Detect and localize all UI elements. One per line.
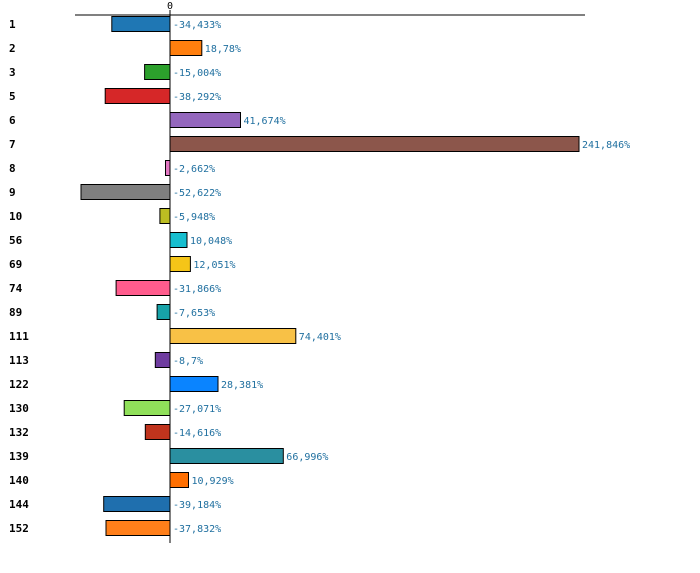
category-label-5: 5: [9, 90, 16, 103]
value-label-9: -52,622%: [173, 188, 221, 199]
category-label-113: 113: [9, 354, 29, 367]
bar-56: [169, 232, 188, 248]
value-label-1: -34,433%: [173, 20, 221, 31]
bar-6: [169, 112, 241, 128]
value-label-113: -8,7%: [173, 356, 203, 367]
category-label-111: 111: [9, 330, 29, 343]
value-label-8: -2,662%: [173, 164, 215, 175]
bar-69: [169, 256, 191, 272]
bars-group: 1 -34,433% 2 18,78% 3 -15,004% 5 -38,292% 6 41,67…: [9, 16, 630, 536]
category-label-139: 139: [9, 450, 29, 463]
value-label-144: -39,184%: [173, 500, 221, 511]
bar-5: [104, 88, 171, 104]
value-label-122: 28,381%: [221, 380, 263, 391]
bar-8: [165, 160, 171, 176]
value-label-6: 41,674%: [244, 116, 286, 127]
bar-144: [103, 496, 171, 512]
value-label-69: 12,051%: [193, 260, 235, 271]
bar-111: [169, 328, 297, 344]
category-label-122: 122: [9, 378, 29, 391]
bar-122: [169, 376, 219, 392]
category-label-8: 8: [9, 162, 16, 175]
category-label-89: 89: [9, 306, 22, 319]
value-label-10: -5,948%: [173, 212, 215, 223]
value-label-7: 241,846%: [582, 140, 630, 151]
category-label-7: 7: [9, 138, 16, 151]
bar-139: [169, 448, 284, 464]
category-label-69: 69: [9, 258, 22, 271]
category-label-2: 2: [9, 42, 16, 55]
value-label-139: 66,996%: [286, 452, 328, 463]
value-label-5: -38,292%: [173, 92, 221, 103]
category-label-130: 130: [9, 402, 29, 415]
category-label-6: 6: [9, 114, 16, 127]
category-label-10: 10: [9, 210, 22, 223]
category-label-56: 56: [9, 234, 23, 247]
bar-7: [169, 136, 580, 152]
bar-74: [115, 280, 171, 296]
bar-130: [123, 400, 171, 416]
bar-10: [159, 208, 171, 224]
category-label-74: 74: [9, 282, 23, 295]
category-label-132: 132: [9, 426, 29, 439]
bar-132: [144, 424, 171, 440]
bar-9: [80, 184, 171, 200]
value-label-140: 10,929%: [192, 476, 234, 487]
bar-152: [105, 520, 171, 536]
x-tick-label: 0: [167, 1, 173, 12]
value-label-56: 10,048%: [190, 236, 232, 247]
value-label-3: -15,004%: [173, 68, 221, 79]
value-label-152: -37,832%: [173, 524, 221, 535]
bar-140: [169, 472, 189, 488]
value-label-132: -14,616%: [173, 428, 221, 439]
value-label-130: -27,071%: [173, 404, 221, 415]
category-label-144: 144: [9, 498, 29, 511]
value-label-89: -7,653%: [173, 308, 215, 319]
bar-2: [169, 40, 203, 56]
category-label-140: 140: [9, 474, 29, 487]
category-label-3: 3: [9, 66, 16, 79]
value-label-74: -31,866%: [173, 284, 221, 295]
value-label-111: 74,401%: [299, 332, 341, 343]
bar-1: [111, 16, 171, 32]
category-label-1: 1: [9, 18, 16, 31]
value-label-2: 18,78%: [205, 44, 241, 55]
category-label-9: 9: [9, 186, 16, 199]
bar-3: [144, 64, 171, 80]
bar-113: [154, 352, 171, 368]
category-label-152: 152: [9, 522, 29, 535]
bar-89: [156, 304, 171, 320]
